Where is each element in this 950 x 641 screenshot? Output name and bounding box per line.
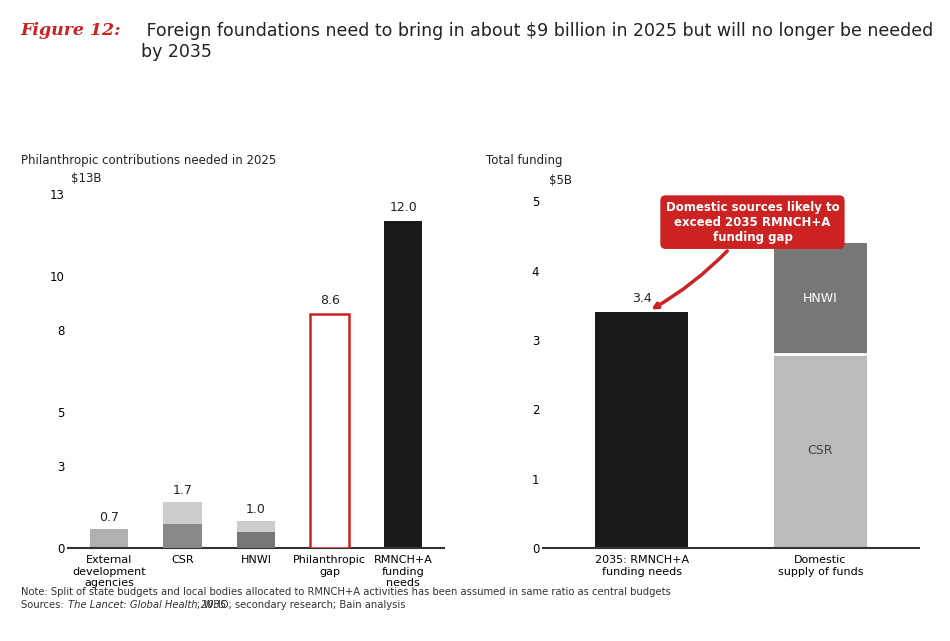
Text: 1.0: 1.0 — [246, 503, 266, 516]
Text: 2025: The philanthropic gap: 2025: The philanthropic gap — [120, 121, 354, 137]
Text: CSR: CSR — [808, 444, 833, 458]
Text: 1.7: 1.7 — [173, 484, 193, 497]
Bar — [774, 354, 866, 548]
Text: $5B: $5B — [549, 174, 572, 187]
Text: The Lancet: Global Health 2035: The Lancet: Global Health 2035 — [68, 600, 227, 610]
Text: 4.4: 4.4 — [810, 223, 830, 236]
Text: Philanthropic contributions needed in 2025: Philanthropic contributions needed in 20… — [21, 154, 276, 167]
Text: HNWI: HNWI — [803, 292, 838, 305]
Bar — [311, 533, 349, 548]
Text: Sources:: Sources: — [21, 600, 66, 610]
Text: Foreign foundations need to bring in about $9 billion in 2025 but will no longer: Foreign foundations need to bring in abo… — [141, 22, 933, 62]
Text: Note: Split of state budgets and local bodies allocated to RMNCH+A activities ha: Note: Split of state budgets and local b… — [21, 587, 671, 597]
Text: ; WHO; secondary research; Bain analysis: ; WHO; secondary research; Bain analysis — [197, 600, 405, 610]
Text: Domestic sources likely to
exceed 2035 RMNCH+A
funding gap: Domestic sources likely to exceed 2035 R… — [655, 201, 839, 308]
Text: 2035: Domestic sources are adequate: 2035: Domestic sources are adequate — [552, 121, 865, 137]
Bar — [163, 502, 201, 548]
Text: 12.0: 12.0 — [390, 201, 417, 214]
Bar — [774, 243, 866, 354]
Text: Total funding: Total funding — [486, 154, 563, 167]
Text: 0.7: 0.7 — [99, 511, 119, 524]
Bar — [311, 314, 349, 548]
Bar — [384, 221, 423, 548]
Bar — [89, 529, 128, 548]
Text: $13B: $13B — [70, 172, 101, 185]
Bar — [163, 524, 201, 548]
Bar — [237, 532, 276, 548]
Bar — [237, 520, 276, 548]
Text: 8.6: 8.6 — [319, 294, 339, 307]
Bar — [596, 312, 688, 548]
Text: 3.4: 3.4 — [632, 292, 652, 305]
Text: Figure 12:: Figure 12: — [21, 22, 122, 40]
